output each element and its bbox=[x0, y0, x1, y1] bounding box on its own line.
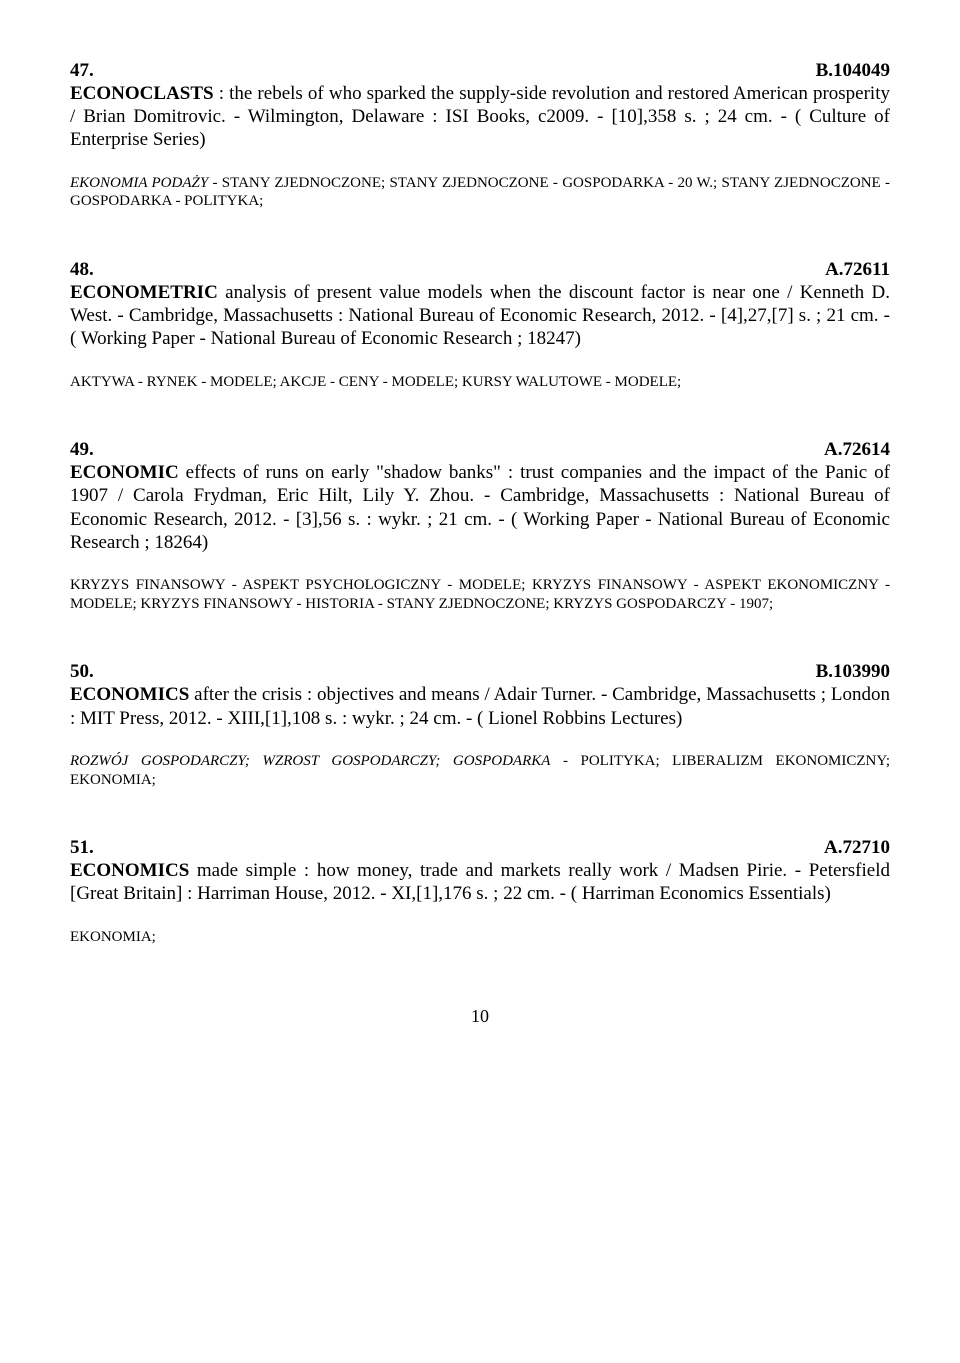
bibliography-entry: 48. A.72611 ECONOMETRIC analysis of pres… bbox=[70, 259, 890, 391]
entry-code: B.104049 bbox=[816, 60, 890, 82]
bibliography-entry: 47. B.104049 ECONOCLASTS : the rebels of… bbox=[70, 60, 890, 211]
entry-title: ECONOMETRIC bbox=[70, 282, 218, 303]
entry-body: ECONOMIC effects of runs on early "shado… bbox=[70, 461, 890, 554]
entry-subjects: EKONOMIA PODAŻY - STANY ZJEDNOCZONE; STA… bbox=[70, 174, 890, 212]
entry-subjects: AKTYWA - RYNEK - MODELE; AKCJE - CENY - … bbox=[70, 373, 890, 392]
bibliography-entry: 50. B.103990 ECONOMICS after the crisis … bbox=[70, 661, 890, 789]
entries-container: 47. B.104049 ECONOCLASTS : the rebels of… bbox=[70, 60, 890, 946]
entry-body: ECONOMICS made simple : how money, trade… bbox=[70, 859, 890, 905]
entry-subjects: ROZWÓJ GOSPODARCZY; WZROST GOSPODARCZY; … bbox=[70, 752, 890, 790]
entry-description: effects of runs on early "shadow banks" … bbox=[70, 462, 890, 553]
entry-header: 49. A.72614 bbox=[70, 439, 890, 461]
entry-title: ECONOMICS bbox=[70, 860, 189, 881]
entry-body: ECONOMICS after the crisis : objectives … bbox=[70, 683, 890, 729]
entry-title: ECONOMICS bbox=[70, 684, 189, 705]
entry-header: 48. A.72611 bbox=[70, 259, 890, 281]
entry-header: 51. A.72710 bbox=[70, 837, 890, 859]
entry-description: after the crisis : objectives and means … bbox=[70, 684, 890, 728]
entry-body: ECONOMETRIC analysis of present value mo… bbox=[70, 281, 890, 351]
entry-description: made simple : how money, trade and marke… bbox=[70, 860, 890, 904]
entry-number: 48. bbox=[70, 259, 94, 281]
entry-subjects: EKONOMIA; bbox=[70, 928, 890, 947]
page-number: 10 bbox=[70, 1006, 890, 1027]
entry-number: 49. bbox=[70, 439, 94, 461]
entry-title: ECONOCLASTS bbox=[70, 83, 214, 104]
entry-number: 47. bbox=[70, 60, 94, 82]
entry-code: A.72611 bbox=[825, 259, 890, 281]
subjects-italic: EKONOMIA PODAŻY bbox=[70, 175, 208, 191]
entry-code: B.103990 bbox=[816, 661, 890, 683]
entry-header: 47. B.104049 bbox=[70, 60, 890, 82]
entry-subjects: KRYZYS FINANSOWY - ASPEKT PSYCHOLOGICZNY… bbox=[70, 576, 890, 614]
entry-code: A.72614 bbox=[824, 439, 890, 461]
entry-header: 50. B.103990 bbox=[70, 661, 890, 683]
entry-number: 50. bbox=[70, 661, 94, 683]
entry-body: ECONOCLASTS : the rebels of who sparked … bbox=[70, 82, 890, 152]
entry-title: ECONOMIC bbox=[70, 462, 179, 483]
bibliography-entry: 51. A.72710 ECONOMICS made simple : how … bbox=[70, 837, 890, 946]
bibliography-entry: 49. A.72614 ECONOMIC effects of runs on … bbox=[70, 439, 890, 613]
subjects-italic: ROZWÓJ GOSPODARCZY; WZROST GOSPODARCZY; … bbox=[70, 753, 550, 769]
entry-code: A.72710 bbox=[824, 837, 890, 859]
entry-number: 51. bbox=[70, 837, 94, 859]
